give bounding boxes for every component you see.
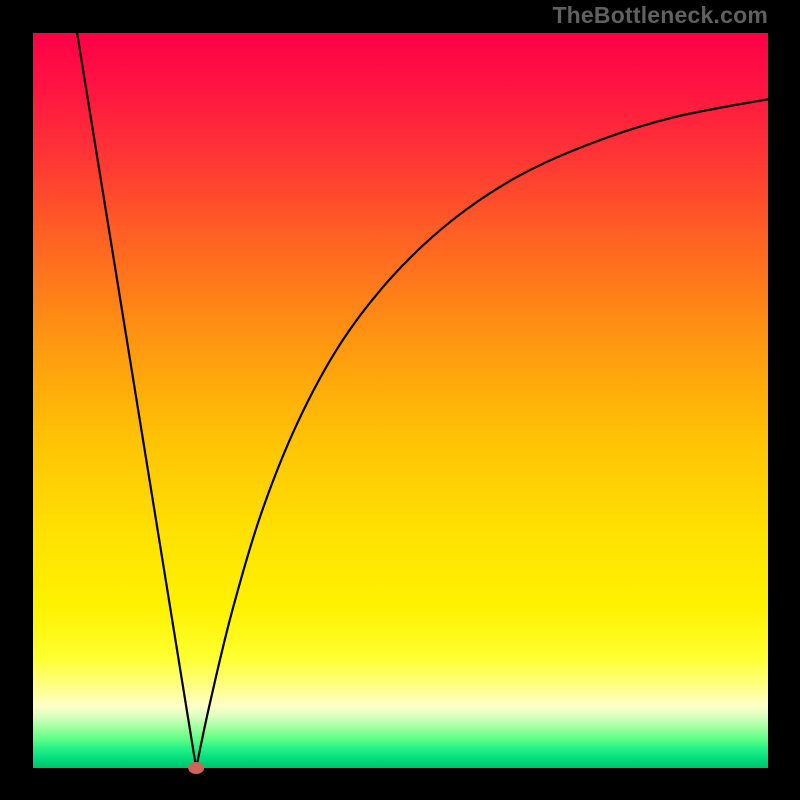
optimal-marker [188,762,204,774]
bottleneck-chart [0,0,800,800]
chart-container: TheBottleneck.com [0,0,800,800]
watermark-label: TheBottleneck.com [552,2,768,29]
